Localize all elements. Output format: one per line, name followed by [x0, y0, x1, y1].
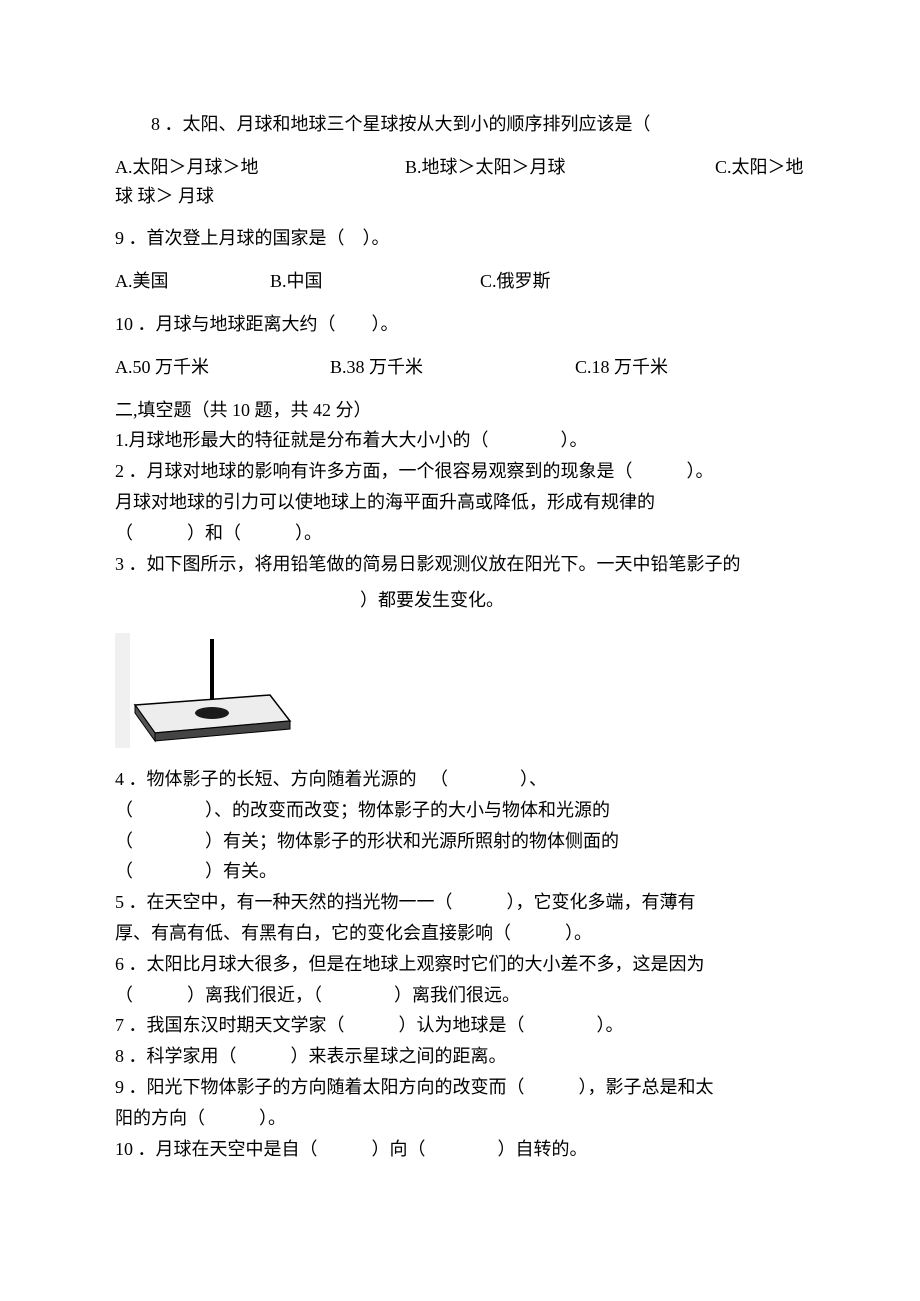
- f5a: 5 ．在天空中，有一种天然的挡光物一一（ ），它变化多端，有薄有: [115, 888, 805, 917]
- f2c: （ ）和（ ）。: [115, 519, 805, 548]
- f9b: 阳的方向（ ）。: [115, 1104, 805, 1133]
- f6a: 6 ．太阳比月球大很多，但是在地球上观察时它们的大小差不多，这是因为: [115, 950, 805, 979]
- f9a: 9 ．阳光下物体影子的方向随着太阳方向的改变而（ ），影子总是和太: [115, 1073, 805, 1102]
- q10-options: A.50 万千米 B.38 万千米 C.18 万千米: [115, 353, 805, 382]
- f3b: ）都要发生变化。: [115, 586, 805, 615]
- f6b: （ ）离我们很近，（ ）离我们很远。: [115, 981, 805, 1010]
- q9-opt-c: C.俄罗斯: [480, 267, 805, 296]
- q8-opt-c: C.太阳＞地: [715, 153, 805, 182]
- q10-opt-a: A.50 万千米: [115, 353, 330, 382]
- sundial-icon: [115, 633, 295, 748]
- f3a: 3 ．如下图所示，将用铅笔做的简易日影观测仪放在阳光下。一天中铅笔影子的: [115, 550, 805, 579]
- f5b: 厚、有高有低、有黑有白，它的变化会直接影响（ ）。: [115, 919, 805, 948]
- f1: 1.月球地形最大的特征就是分布着大大小小的（ ）。: [115, 426, 805, 455]
- q10-opt-c: C.18 万千米: [575, 353, 805, 382]
- q9-opt-a: A.美国: [115, 267, 270, 296]
- f2b: 月球对地球的引力可以使地球上的海平面升高或降低，形成有规律的: [115, 488, 805, 517]
- section2-header: 二,填空题（共 10 题，共 42 分）: [115, 396, 805, 425]
- q10-opt-b: B.38 万千米: [330, 353, 575, 382]
- f4b: （ ）、的改变而改变；物体影子的大小与物体和光源的: [115, 796, 805, 825]
- f10: 10 ．月球在天空中是自（ ）向（ ）自转的。: [115, 1135, 805, 1164]
- q8-opt-b: B.地球＞太阳＞月球: [405, 153, 715, 182]
- q10-stem: 10 ．月球与地球距离大约（ ）。: [115, 310, 805, 339]
- q8-stem: 8 ．太阳、月球和地球三个星球按从大到小的顺序排列应该是（: [115, 110, 805, 139]
- q9-opt-b: B.中国: [270, 267, 480, 296]
- f4d: （ ）有关。: [115, 857, 805, 886]
- f8: 8 ．科学家用（ ）来表示星球之间的距离。: [115, 1042, 805, 1071]
- f7: 7 ．我国东汉时期天文学家（ ）认为地球是（ ）。: [115, 1011, 805, 1040]
- f4a: 4 ．物体影子的长短、方向随着光源的 （ ）、: [115, 765, 805, 794]
- q8-options: A.太阳＞月球＞地 B.地球＞太阳＞月球 C.太阳＞地: [115, 153, 805, 182]
- q9-options: A.美国 B.中国 C.俄罗斯: [115, 267, 805, 296]
- f2a: 2 ．月球对地球的影响有许多方面，一个很容易观察到的现象是（ ）。: [115, 457, 805, 486]
- q8-opt-a: A.太阳＞月球＞地: [115, 153, 405, 182]
- sundial-diagram: [115, 633, 805, 757]
- f4c: （ ）有关；物体影子的形状和光源所照射的物体侧面的: [115, 827, 805, 856]
- q8-line2: 球 球＞ 月球: [115, 182, 805, 211]
- q9-stem: 9 ．首次登上月球的国家是（ ）。: [115, 224, 805, 253]
